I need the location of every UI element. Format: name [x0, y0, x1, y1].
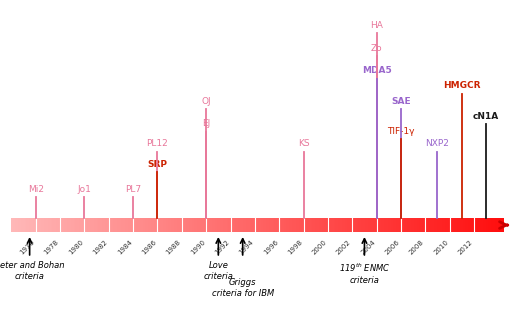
Text: KS: KS [298, 139, 309, 148]
Text: cN1A: cN1A [473, 112, 499, 121]
Text: 2010: 2010 [433, 239, 450, 256]
Text: 1980: 1980 [68, 239, 84, 256]
Text: TIF-1γ: TIF-1γ [387, 127, 414, 136]
Text: Mi2: Mi2 [27, 185, 44, 194]
Text: PL12: PL12 [147, 139, 168, 148]
Text: 119$^{th}$ ENMC
criteria: 119$^{th}$ ENMC criteria [338, 261, 390, 285]
Text: Peter and Bohan
criteria: Peter and Bohan criteria [0, 261, 64, 281]
Text: HA: HA [370, 21, 383, 30]
Text: 2006: 2006 [384, 239, 401, 256]
Text: SRP: SRP [147, 160, 167, 168]
Text: 1978: 1978 [43, 239, 60, 256]
Text: Jo1: Jo1 [78, 185, 91, 194]
Text: 2002: 2002 [335, 239, 352, 256]
Text: 1996: 1996 [262, 239, 279, 256]
Text: EJ: EJ [202, 119, 210, 128]
Text: Zo: Zo [371, 44, 382, 53]
Text: Love
criteria: Love criteria [203, 261, 233, 281]
Text: 1988: 1988 [165, 239, 182, 256]
Text: 1994: 1994 [238, 239, 255, 256]
Text: MDA5: MDA5 [362, 66, 391, 75]
Text: 1976: 1976 [19, 239, 36, 256]
Text: 2000: 2000 [311, 239, 328, 256]
Text: NXP2: NXP2 [426, 139, 449, 148]
Text: 1986: 1986 [140, 239, 157, 256]
Text: SAE: SAE [391, 97, 411, 106]
Text: 1992: 1992 [214, 239, 231, 256]
Text: 1984: 1984 [116, 239, 133, 256]
Text: 2012: 2012 [457, 239, 474, 256]
Text: 1982: 1982 [92, 239, 109, 256]
Text: 2008: 2008 [409, 239, 426, 256]
Text: 2004: 2004 [360, 239, 376, 256]
Text: 1990: 1990 [189, 239, 206, 256]
Text: HMGCR: HMGCR [443, 81, 480, 90]
Text: PL7: PL7 [125, 185, 141, 194]
Text: OJ: OJ [201, 97, 211, 106]
Text: Griggs
criteria for IBM: Griggs criteria for IBM [212, 278, 274, 298]
Text: 1998: 1998 [287, 239, 304, 256]
